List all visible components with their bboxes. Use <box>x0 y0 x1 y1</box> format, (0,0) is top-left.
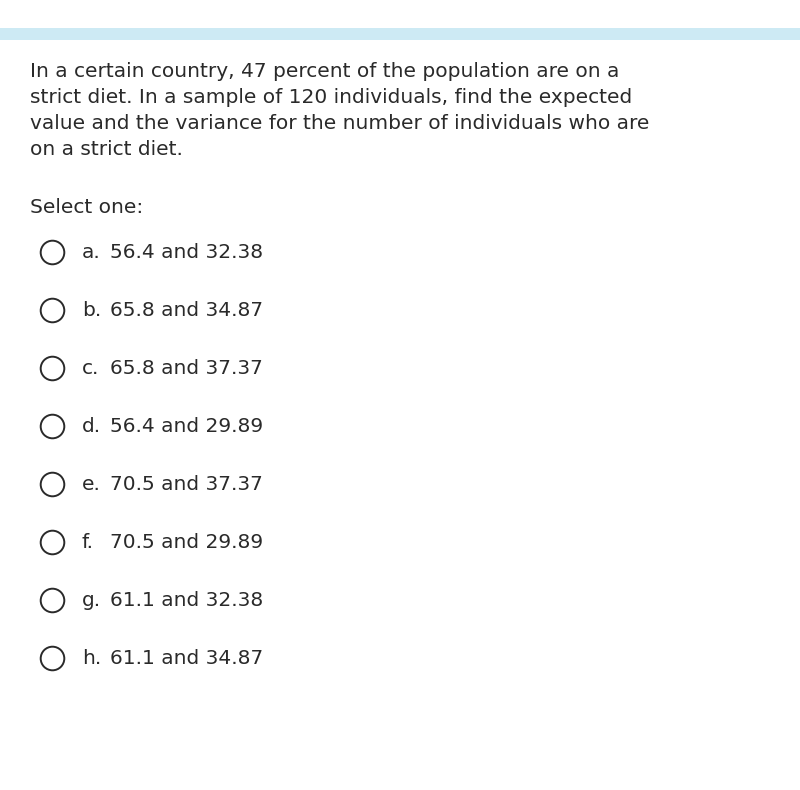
Text: d.: d. <box>82 416 101 435</box>
Text: b.: b. <box>82 300 102 319</box>
Text: on a strict diet.: on a strict diet. <box>30 140 183 159</box>
Text: 65.8 and 34.87: 65.8 and 34.87 <box>110 300 263 319</box>
Text: 65.8 and 37.37: 65.8 and 37.37 <box>110 359 263 378</box>
Text: 61.1 and 34.87: 61.1 and 34.87 <box>110 649 263 668</box>
Text: Select one:: Select one: <box>30 198 143 217</box>
Text: h.: h. <box>82 649 102 668</box>
Text: c.: c. <box>82 359 99 378</box>
Text: In a certain country, 47 percent of the population are on a: In a certain country, 47 percent of the … <box>30 62 619 81</box>
Text: 70.5 and 37.37: 70.5 and 37.37 <box>110 475 263 494</box>
Text: value and the variance for the number of individuals who are: value and the variance for the number of… <box>30 114 650 133</box>
Text: strict diet. In a sample of 120 individuals, find the expected: strict diet. In a sample of 120 individu… <box>30 88 632 107</box>
Text: 56.4 and 29.89: 56.4 and 29.89 <box>110 416 263 435</box>
Text: 56.4 and 32.38: 56.4 and 32.38 <box>110 243 263 261</box>
Text: e.: e. <box>82 475 101 494</box>
Text: g.: g. <box>82 590 101 610</box>
Text: 70.5 and 29.89: 70.5 and 29.89 <box>110 532 263 551</box>
Bar <box>0 28 800 40</box>
Text: f.: f. <box>82 532 94 551</box>
Text: 61.1 and 32.38: 61.1 and 32.38 <box>110 590 263 610</box>
Text: a.: a. <box>82 243 101 261</box>
